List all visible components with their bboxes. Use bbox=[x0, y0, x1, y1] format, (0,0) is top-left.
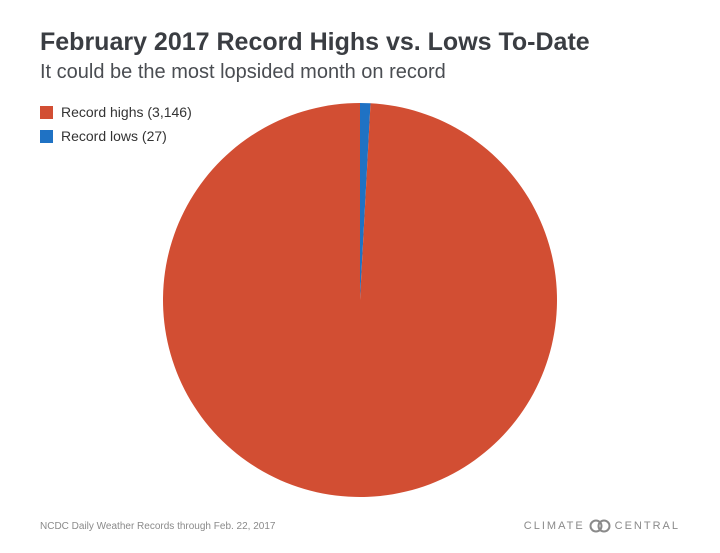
logo-text-central: CENTRAL bbox=[614, 520, 680, 532]
legend-swatch-record-lows bbox=[40, 129, 53, 143]
pie-slice-record-highs bbox=[163, 103, 558, 497]
legend-swatch-record-highs bbox=[40, 105, 53, 119]
climate-central-logo: CLIMATE CENTRAL bbox=[524, 519, 680, 533]
logo-text-climate: CLIMATE bbox=[523, 520, 585, 532]
legend: Record highs (3,146) Record lows (27) bbox=[40, 100, 192, 148]
legend-label-record-lows: Record lows (27) bbox=[61, 128, 167, 144]
chart-title: February 2017 Record Highs vs. Lows To-D… bbox=[40, 28, 590, 56]
legend-label-record-highs: Record highs (3,146) bbox=[61, 104, 192, 120]
chart-subtitle: It could be the most lopsided month on r… bbox=[40, 61, 446, 83]
climate-central-logo-icon bbox=[589, 519, 611, 533]
pie-slice-record-lows bbox=[360, 103, 371, 300]
legend-item-record-highs: Record highs (3,146) bbox=[40, 100, 192, 124]
source-note: NCDC Daily Weather Records through Feb. … bbox=[40, 521, 276, 532]
legend-item-record-lows: Record lows (27) bbox=[40, 124, 192, 148]
